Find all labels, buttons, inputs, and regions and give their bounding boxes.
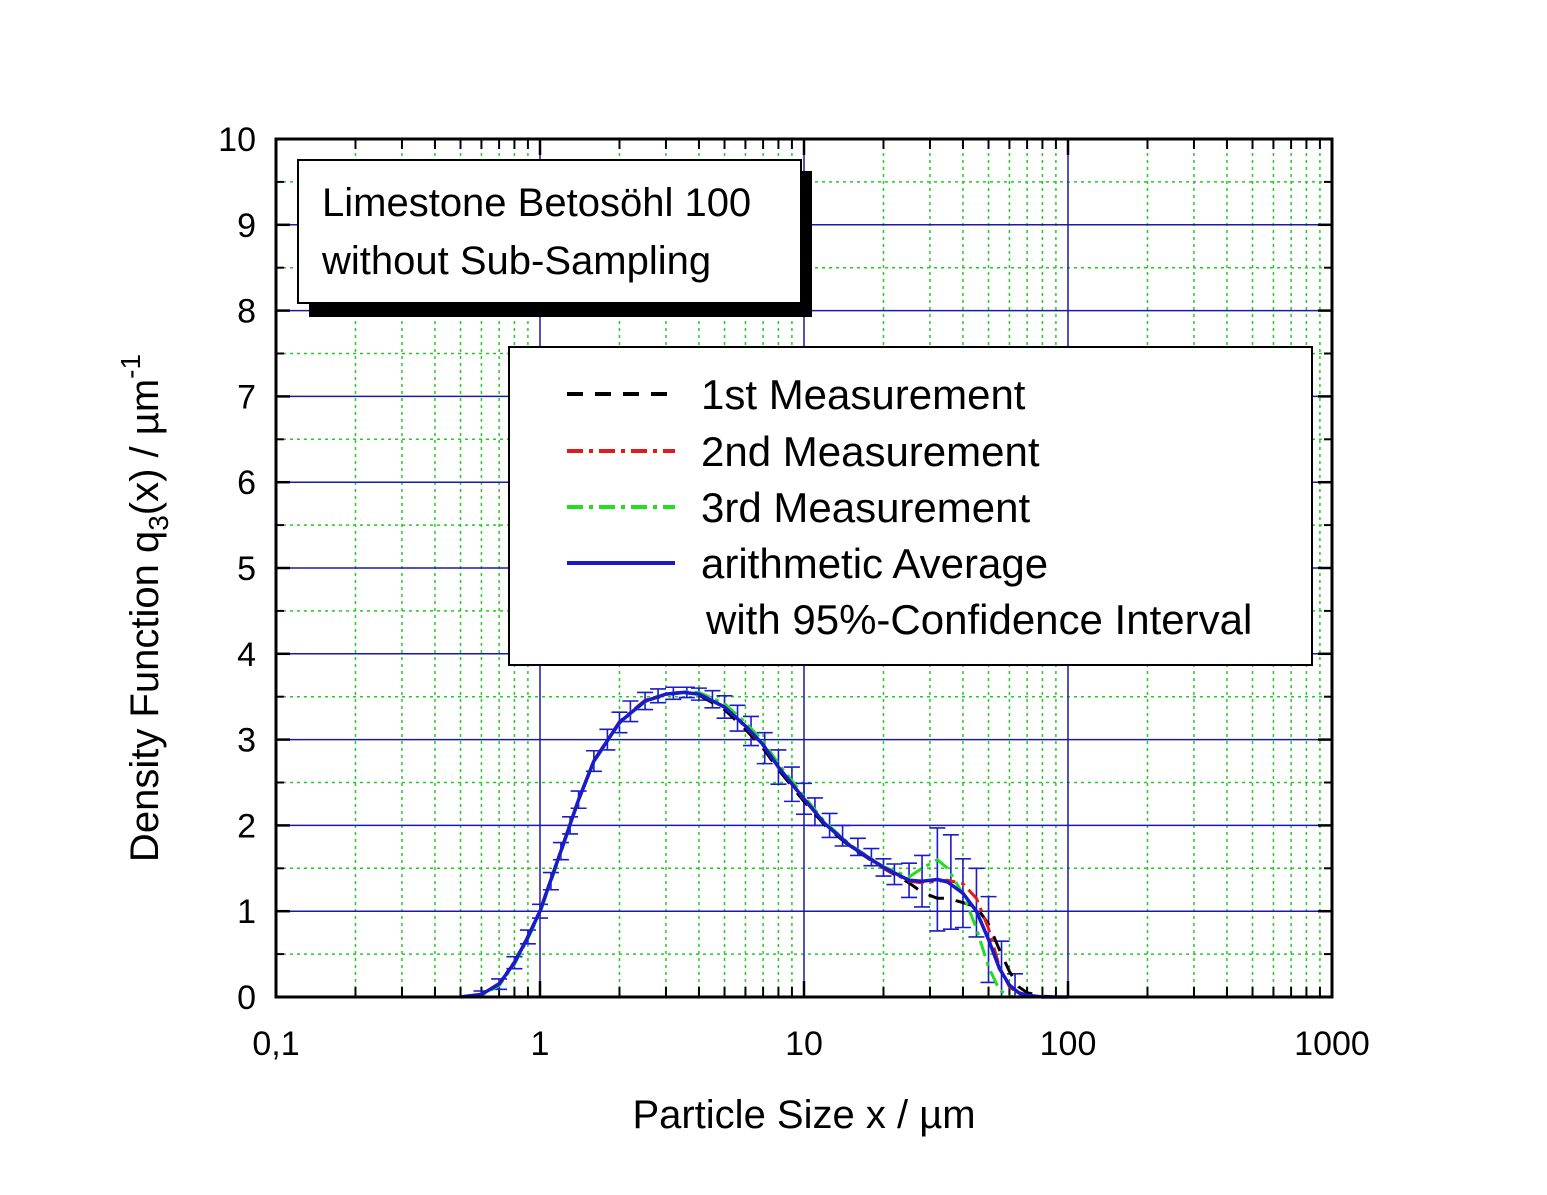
x-tick-label: 10 [785, 1025, 823, 1063]
series-line-3rd-measurement [460, 690, 1068, 999]
y-tick-label: 2 [237, 807, 256, 845]
annotation-box: Limestone Betosöhl 100 without Sub-Sampl… [297, 159, 812, 317]
legend-label-1st: 1st Measurement [701, 371, 1026, 418]
x-tick-label: 1000 [1294, 1025, 1370, 1063]
legend-label-average: arithmetic Average [701, 540, 1048, 587]
annotation-line-2: without Sub-Sampling [321, 239, 711, 283]
x-axis-title: Particle Size x / µm [632, 1093, 975, 1137]
y-tick-label: 4 [237, 636, 256, 674]
x-tick-label: 1 [531, 1025, 550, 1063]
annotation-frame [297, 159, 802, 304]
y-tick-label: 6 [237, 464, 256, 502]
y-axis-title-superscript: -1 [115, 354, 146, 379]
series-lines [460, 690, 1068, 999]
plot-frame [274, 137, 1334, 999]
annotation-line-1: Limestone Betosöhl 100 [322, 181, 751, 225]
y-axis-title-subscript: 3 [143, 515, 174, 531]
legend-label-2nd: 2nd Measurement [701, 428, 1040, 475]
series-line-arithmetic-average [460, 690, 1068, 999]
y-tick-label: 10 [218, 121, 256, 159]
y-axis-title-main: Density Function q [123, 531, 167, 862]
legend-label-3rd: 3rd Measurement [701, 484, 1030, 531]
y-axis-title-rest: (x) / µm [123, 379, 167, 515]
tick-labels: 0,1 1 10 100 1000 0 1 2 3 4 5 6 7 8 9 10 [218, 121, 1370, 1063]
legend-label-confidence: with 95%-Confidence Interval [705, 596, 1252, 643]
y-tick-label: 3 [237, 722, 256, 760]
y-tick-label: 1 [237, 893, 256, 931]
y-tick-label: 7 [237, 378, 256, 416]
y-tick-label: 5 [237, 550, 256, 588]
legend: 1st Measurement 2nd Measurement 3rd Meas… [508, 346, 1313, 666]
y-tick-label: 9 [237, 207, 256, 245]
x-tick-label: 100 [1040, 1025, 1097, 1063]
y-tick-label: 8 [237, 293, 256, 331]
y-axis-title: Density Function q3(x) / µm-1 [115, 354, 174, 862]
x-tick-label: 0,1 [252, 1025, 299, 1063]
y-tick-label: 0 [237, 979, 256, 1017]
